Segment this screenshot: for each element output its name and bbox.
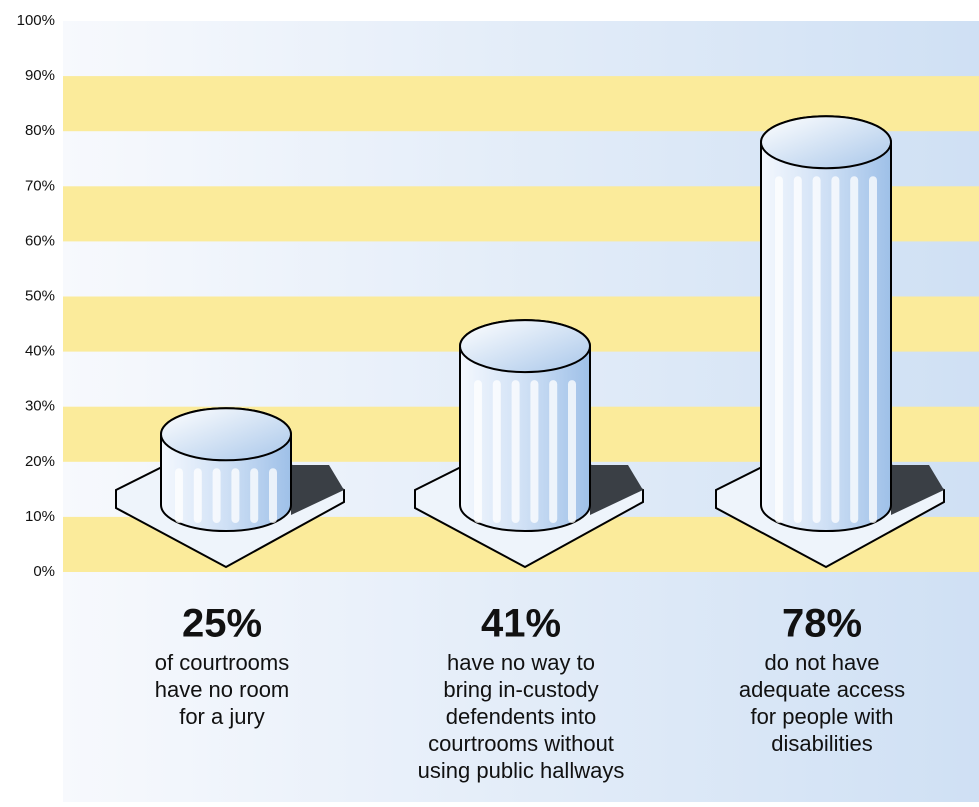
category-label: for people with <box>750 704 893 729</box>
flute <box>812 176 821 523</box>
y-tick-label: 0% <box>33 563 55 580</box>
category-label: adequate access <box>739 677 905 702</box>
y-tick-label: 40% <box>25 343 55 360</box>
category-label: defendents into <box>446 704 596 729</box>
plinth-shadow <box>590 465 643 515</box>
category-label: have no way to <box>447 650 595 675</box>
pillar-cap <box>760 115 892 170</box>
category-label: disabilities <box>771 731 873 756</box>
category-label: bring in-custody <box>443 677 598 702</box>
y-tick-label: 70% <box>25 177 55 194</box>
flute <box>193 468 202 523</box>
flute <box>474 380 482 523</box>
flute <box>511 380 520 523</box>
y-tick-label: 20% <box>25 453 55 470</box>
flute <box>775 176 783 523</box>
plinth-shadow <box>291 465 344 515</box>
plinth-shadow <box>891 465 944 515</box>
flute <box>231 468 240 523</box>
flute <box>831 176 840 523</box>
flute <box>250 468 259 523</box>
y-tick-label: 10% <box>25 508 55 525</box>
category-label: do not have <box>765 650 880 675</box>
y-tick-label: 100% <box>17 12 55 29</box>
flute <box>269 468 277 523</box>
category-label: of courtrooms <box>155 650 290 675</box>
y-tick-label: 30% <box>25 398 55 415</box>
category-label: courtrooms without <box>428 731 614 756</box>
y-tick-label: 90% <box>25 67 55 84</box>
pillar-cap <box>459 319 591 374</box>
flute <box>793 176 802 523</box>
flute <box>549 380 558 523</box>
value-label: 25% <box>182 602 262 646</box>
value-label: 41% <box>481 602 561 646</box>
category-label: using public hallways <box>418 758 625 783</box>
flute <box>175 468 183 523</box>
flute <box>530 380 539 523</box>
flute <box>869 176 877 523</box>
category-label: for a jury <box>179 704 265 729</box>
value-label: 78% <box>782 602 862 646</box>
y-tick-label: 50% <box>25 287 55 304</box>
y-tick-label: 60% <box>25 232 55 249</box>
y-tick-label: 80% <box>25 122 55 139</box>
flute <box>850 176 859 523</box>
flute <box>212 468 221 523</box>
pillar-cap <box>160 407 292 462</box>
flute <box>492 380 501 523</box>
category-label: have no room <box>155 677 290 702</box>
flute <box>568 380 576 523</box>
